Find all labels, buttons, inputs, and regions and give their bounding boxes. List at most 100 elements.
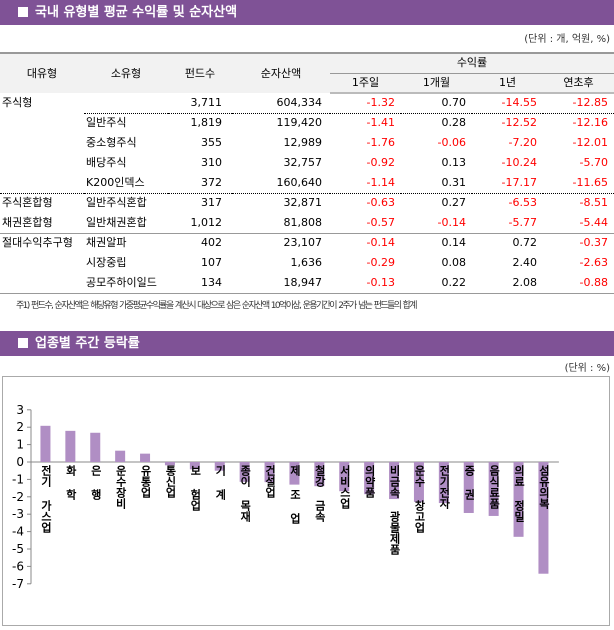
table-row: 주식형 3,711 604,334 -1.32 0.70 -14.55 -12.85 [0, 93, 614, 114]
bar [488, 462, 499, 516]
cell-funds: 3,711 [168, 93, 232, 114]
col-1w: 1주일 [330, 72, 401, 94]
cell-y1: -10.24 [501, 156, 537, 169]
cell-major [0, 153, 84, 173]
y-tick-label: -5 [12, 542, 24, 556]
bar [40, 425, 51, 462]
cell-m1: -0.14 [401, 213, 472, 234]
cell-assets: 119,420 [276, 116, 323, 130]
cell-assets: 12,989 [283, 136, 323, 149]
bar [389, 462, 400, 500]
bar [314, 462, 325, 487]
col-1y: 1년 [472, 72, 543, 94]
cell-w1: -1.76 [366, 136, 395, 149]
bar [164, 462, 175, 466]
bar [65, 430, 76, 462]
x-category-label: 화 학 [64, 465, 78, 500]
cell-minor: 공모주하이일드 [84, 273, 168, 294]
bar [364, 462, 375, 495]
square-bullet-icon [18, 338, 28, 348]
cell-ytd: -2.63 [579, 256, 608, 269]
square-bullet-icon [18, 7, 28, 17]
cell-funds: 134 [168, 273, 232, 294]
cell-m1: 0.13 [441, 156, 467, 169]
col-assets: 순자산액 [232, 52, 330, 93]
section-header-fund-returns: 국내 유형별 평균 수익률 및 순자산액 [0, 0, 614, 25]
cell-major: 절대수익추구형 [2, 236, 73, 250]
col-minor: 소유형 [84, 52, 168, 93]
table-row: 일반주식 1,819 119,420 -1.41 0.28 -12.52 -12.16 [0, 113, 614, 133]
y-tick-label: -3 [12, 507, 24, 521]
bar [513, 462, 524, 537]
cell-w1: -0.92 [366, 156, 395, 169]
x-category-label: 통신업 [163, 465, 177, 498]
x-category-label: 건설업 [263, 465, 277, 498]
cell-m1: 0.22 [401, 273, 472, 294]
table-row: 채권혼합형 일반채권혼합 1,012 81,808 -0.57 -0.14 -5.77 -5.… [0, 213, 614, 234]
cell-funds: 317 [201, 196, 222, 210]
cell-funds: 310 [201, 156, 222, 169]
cell-assets: 81,808 [232, 213, 330, 234]
cell-ytd: -0.88 [543, 273, 614, 294]
x-category-label: 전기전자 [437, 465, 451, 509]
x-category-label: 기 계 [213, 465, 227, 500]
cell-major [0, 133, 84, 153]
cell-w1: -0.29 [366, 256, 395, 269]
y-tick-label: -6 [12, 559, 24, 573]
section-title: 국내 유형별 평균 수익률 및 순자산액 [35, 5, 238, 20]
table-row: 공모주하이일드 134 18,947 -0.13 0.22 2.08 -0.88 [0, 273, 614, 294]
cell-assets: 23,107 [283, 236, 323, 250]
cell-m1: 0.27 [441, 196, 467, 210]
bar [189, 462, 200, 470]
cell-m1: 0.70 [401, 93, 472, 114]
cell-ytd: -12.85 [543, 93, 614, 114]
table-row: K200인덱스 372 160,640 -1.14 0.31 -17.17 -11.65 [0, 173, 614, 194]
cell-y1: -6.53 [508, 196, 537, 210]
x-category-label: 유통업 [139, 465, 153, 498]
col-1m: 1개월 [401, 72, 472, 94]
x-category-label: 증 권 [462, 465, 476, 500]
cell-major: 주식혼합형 [2, 196, 53, 210]
bar [264, 462, 275, 483]
cell-w1: -0.63 [366, 196, 395, 210]
x-category-label: 의약품 [363, 465, 377, 498]
x-category-label: 철강 금속 [313, 465, 327, 522]
cell-minor: 일반채권혼합 [84, 213, 168, 234]
cell-y1: -14.55 [472, 93, 543, 114]
y-tick-label: -1 [12, 472, 24, 486]
cell-ytd: -11.65 [543, 173, 614, 194]
y-tick-label: 1 [16, 438, 24, 452]
cell-minor: 배당주식 [86, 156, 127, 169]
bar [339, 462, 350, 492]
bar [438, 462, 449, 504]
cell-w1: -1.32 [330, 93, 401, 114]
x-category-label: 보 험업 [188, 465, 202, 511]
x-category-label: 종이 목재 [238, 465, 252, 522]
col-returns: 수익률 [330, 52, 614, 73]
cell-major [0, 273, 84, 294]
y-tick-label: 2 [16, 420, 24, 434]
cell-m1: 0.08 [441, 256, 467, 269]
unit-label: (단위 : %) [564, 363, 610, 374]
cell-assets: 1,636 [290, 256, 323, 269]
bar [413, 462, 424, 502]
section-header-sector: 업종별 주간 등락률 [0, 331, 614, 356]
cell-m1: 0.14 [441, 236, 467, 250]
cell-funds: 1,012 [168, 213, 232, 234]
cell-w1: -1.41 [366, 116, 395, 130]
col-major: 대유형 [0, 52, 84, 93]
x-category-label: 운수 창고업 [412, 465, 426, 533]
bar [115, 450, 126, 462]
bar [538, 462, 549, 574]
bar [239, 462, 250, 482]
cell-ytd: -5.70 [579, 156, 608, 169]
x-category-label: 전기 가스업 [39, 465, 53, 533]
cell-funds: 402 [201, 236, 222, 250]
cell-w1: -1.14 [330, 173, 401, 194]
y-tick-label: -4 [12, 525, 24, 539]
cell-minor: 시장중립 [86, 256, 127, 269]
cell-funds: 372 [168, 173, 232, 194]
footnote: 주1) 펀드수, 순자산액은 해당유형 가중평균수익률을 계산시 대상으로 삼은… [16, 301, 418, 311]
cell-minor: 일반주식혼합 [86, 196, 147, 210]
cell-major: 채권혼합형 [0, 213, 84, 234]
